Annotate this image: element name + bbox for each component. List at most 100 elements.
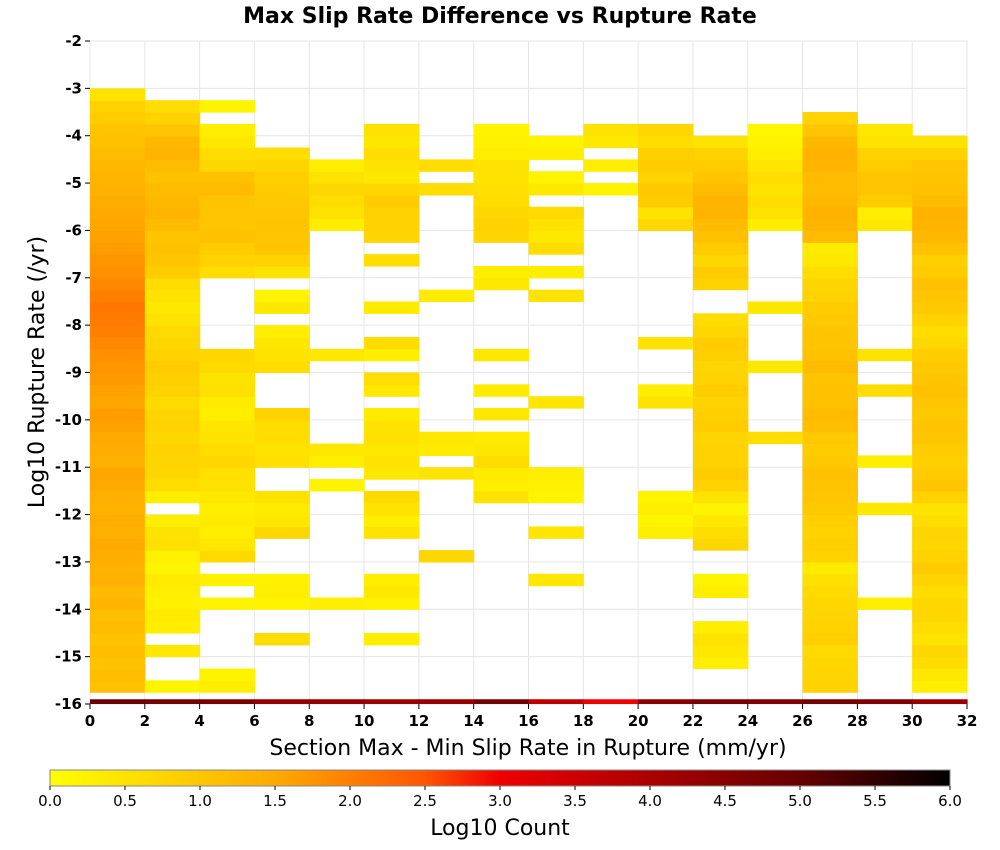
heatmap-cell [692, 699, 749, 704]
heatmap-cell [364, 372, 420, 385]
heatmap-cell [90, 408, 146, 421]
heatmap-cell [692, 490, 749, 504]
heatmap-cell [199, 479, 256, 492]
heatmap-cell [692, 277, 749, 291]
heatmap-cell [364, 218, 420, 232]
heatmap-cell [254, 325, 310, 338]
colorbar-ticks: 0.0 0.5 1.0 1.5 2.0 2.5 3.0 3.5 4.0 4.5 5.0 5.5 6.0 [38, 786, 962, 810]
y-tick-label: -14 [55, 600, 82, 618]
heatmap-cell [473, 431, 530, 445]
heatmap-cell [90, 479, 146, 492]
heatmap-cell [692, 265, 749, 279]
heatmap-cell [802, 384, 858, 397]
heatmap-cell [802, 277, 858, 291]
heatmap-cell [418, 467, 475, 480]
heatmap-cell [473, 218, 530, 232]
heatmap-cell [912, 135, 968, 149]
heatmap-cell [199, 147, 256, 160]
heatmap-cell [144, 561, 201, 575]
heatmap-cell [638, 218, 694, 232]
heatmap-cell [144, 455, 201, 468]
heatmap-cell [912, 218, 968, 232]
heatmap-cell [90, 455, 146, 468]
heatmap-cell [309, 218, 365, 232]
heatmap-cell [583, 183, 639, 196]
heatmap-cell [90, 443, 146, 456]
heatmap-cell [418, 550, 475, 563]
heatmap-cell [912, 490, 968, 504]
heatmap-cell [90, 680, 146, 693]
heatmap-cell [90, 159, 146, 172]
heatmap-cell [90, 325, 146, 338]
heatmap-cell [912, 502, 968, 516]
heatmap-cell [144, 699, 201, 704]
heatmap-cell [90, 265, 146, 279]
colorbar-tick-label: 1.0 [188, 792, 212, 810]
heatmap-cell [857, 218, 913, 232]
heatmap-cell [912, 147, 968, 160]
heatmap-cell [638, 502, 694, 516]
heatmap-cell [144, 100, 201, 113]
heatmap-cell [199, 573, 256, 587]
heatmap-cell [90, 194, 146, 208]
heatmap-cell [144, 479, 201, 492]
heatmap-cell [90, 656, 146, 670]
heatmap-cell [638, 123, 694, 137]
heatmap-cell [912, 159, 968, 172]
heatmap-cell [418, 443, 475, 456]
colorbar-tick-label: 5.5 [863, 792, 887, 810]
x-tick-label: 14 [463, 712, 484, 730]
heatmap-cell [912, 254, 968, 267]
x-tick-label: 10 [354, 712, 375, 730]
heatmap-cell [199, 372, 256, 385]
heatmap-cell [364, 230, 420, 243]
heatmap-cell [144, 230, 201, 243]
heatmap-cell [857, 183, 913, 196]
heatmap-cell [473, 183, 530, 196]
heatmap-cell [692, 408, 749, 421]
heatmap-cell [144, 621, 201, 634]
heatmap-cell [254, 206, 310, 220]
heatmap-cell [802, 431, 858, 445]
heatmap-cell [90, 230, 146, 243]
heatmap-cell [912, 538, 968, 551]
heatmap-cell [638, 183, 694, 196]
heatmap-cell [692, 502, 749, 516]
heatmap-cell [473, 348, 530, 362]
heatmap-cell [254, 526, 310, 539]
x-tick-label: 24 [737, 712, 758, 730]
colorbar-tick-label: 0.0 [38, 792, 62, 810]
heatmap-cell [747, 159, 804, 172]
heatmap-cell [90, 88, 146, 101]
colorbar-tick-label: 1.5 [263, 792, 287, 810]
heatmap-cell [418, 183, 475, 196]
heatmap-cell [747, 123, 804, 137]
heatmap-cell [309, 159, 365, 172]
heatmap-cell [692, 218, 749, 232]
heatmap-cell [254, 348, 310, 362]
heatmap-cell [912, 632, 968, 646]
heatmap-cell [857, 123, 913, 137]
heatmap-cell [912, 585, 968, 599]
heatmap-cell [528, 147, 584, 160]
heatmap-cell [692, 573, 749, 587]
heatmap-cell [473, 408, 530, 421]
heatmap-cell [802, 514, 858, 528]
heatmap-cell [802, 644, 858, 658]
heatmap-cell [692, 396, 749, 409]
heatmap-cell [364, 123, 420, 137]
heatmap-cell [199, 348, 256, 362]
heatmap-cell [364, 585, 420, 599]
heatmap-cell [802, 242, 858, 255]
heatmap-cell [364, 573, 420, 587]
y-tick-label: -4 [65, 127, 82, 145]
heatmap-cell [912, 443, 968, 456]
heatmap-cell [199, 526, 256, 539]
heatmap-cell [802, 183, 858, 196]
heatmap-cell [144, 443, 201, 456]
heatmap-cell [90, 147, 146, 160]
heatmap-cell [528, 289, 584, 303]
y-tick-label: -15 [55, 648, 82, 666]
heatmap-cell [90, 218, 146, 232]
y-tick-label: -13 [55, 553, 82, 571]
